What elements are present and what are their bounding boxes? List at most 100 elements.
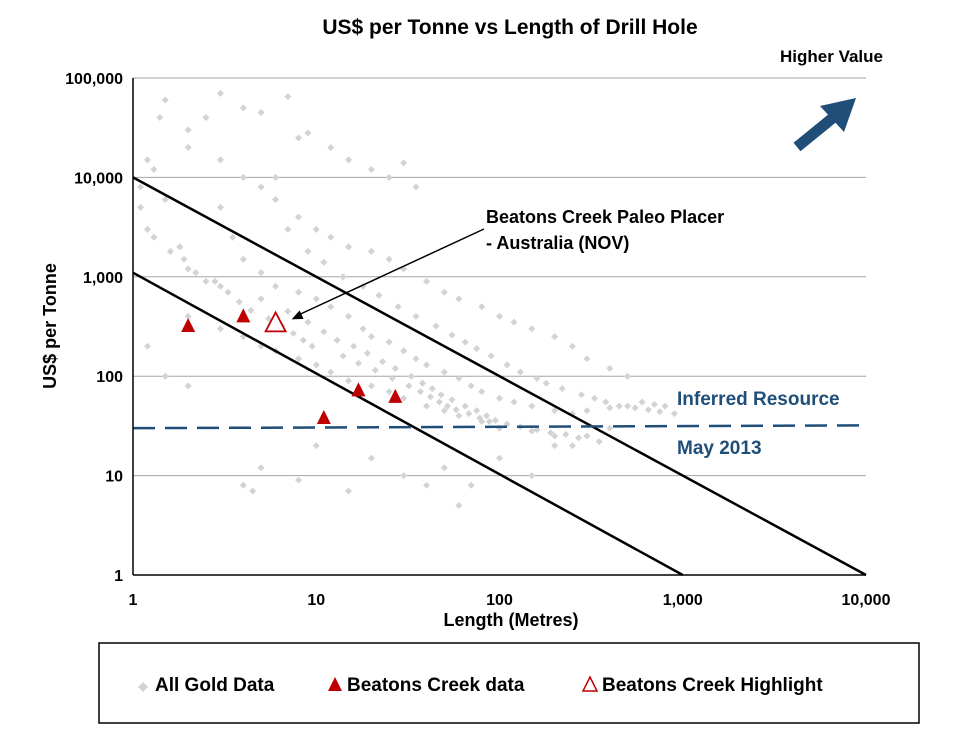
y-tick-label: 10,000	[74, 170, 123, 187]
diagonal-value-line	[132, 271, 684, 577]
gold-data-point	[320, 258, 328, 266]
gold-data-point	[437, 391, 445, 399]
gold-data-point	[638, 398, 646, 406]
gold-data-point	[448, 396, 456, 404]
gold-data-point	[216, 203, 224, 211]
gold-data-point	[327, 368, 335, 376]
gold-data-point	[483, 412, 491, 420]
gold-data-point	[624, 372, 632, 380]
gold-data-point	[516, 368, 524, 376]
gold-data-point	[345, 243, 353, 251]
gold-data-point	[312, 361, 320, 369]
callout-arrow-line	[297, 228, 485, 317]
gold-data-point	[551, 432, 559, 440]
gold-data-point	[485, 418, 493, 426]
gold-data-point	[661, 402, 669, 410]
gold-data-point	[418, 379, 426, 387]
gold-data-point	[606, 364, 614, 372]
gold-data-point	[455, 502, 463, 510]
gold-data-point	[257, 108, 265, 116]
gold-data-point	[385, 338, 393, 346]
beatons-creek-highlight-point	[264, 310, 288, 333]
gold-data-point	[299, 336, 307, 344]
legend-filled-triangle-icon	[328, 677, 342, 691]
gold-data-point	[289, 329, 297, 337]
gold-data-point	[491, 416, 499, 424]
gold-data-point	[448, 331, 456, 339]
gold-data-point	[184, 143, 192, 151]
gold-data-point	[239, 173, 247, 181]
gold-data-point	[284, 307, 292, 315]
gold-data-point	[312, 295, 320, 303]
gold-data-point	[670, 410, 678, 418]
gold-data-point	[615, 402, 623, 410]
gold-data-point	[533, 374, 541, 382]
gold-data-point	[510, 398, 518, 406]
gold-data-point	[478, 388, 486, 396]
gold-data-point	[412, 183, 420, 191]
gold-data-point	[294, 213, 302, 221]
x-axis-title: Length (Metres)	[444, 610, 579, 630]
gold-data-point	[367, 382, 375, 390]
gold-data-point	[423, 402, 431, 410]
gold-data-point	[320, 328, 328, 336]
gold-data-point	[379, 358, 387, 366]
gold-data-point	[202, 114, 210, 122]
gold-data-point	[528, 472, 536, 480]
gold-data-point	[595, 438, 603, 446]
x-tick-label: 10,000	[842, 592, 891, 609]
gold-data-point	[568, 342, 576, 350]
gold-data-point	[385, 173, 393, 181]
gold-data-point	[400, 347, 408, 355]
gold-data-point	[385, 255, 393, 263]
gold-data-point	[371, 366, 379, 374]
legend-diamond-icon	[138, 682, 148, 692]
gold-data-point	[440, 407, 448, 415]
gold-data-point	[345, 487, 353, 495]
gold-data-point	[312, 442, 320, 450]
gold-data-point	[547, 429, 555, 437]
gold-data-point	[656, 408, 664, 416]
gold-data-point	[496, 394, 503, 402]
gold-data-point	[440, 288, 448, 296]
gold-data-point	[367, 333, 375, 341]
gold-data-point	[400, 159, 408, 167]
gold-data-point	[239, 481, 247, 489]
gold-data-point	[602, 398, 610, 406]
beatons-creek-point	[316, 409, 331, 424]
gold-data-point	[591, 394, 599, 402]
callout-line-2: - Australia (NOV)	[486, 233, 629, 253]
gold-data-point	[327, 143, 335, 151]
gold-data-point	[184, 312, 192, 320]
gold-data-point	[257, 269, 265, 277]
gold-data-point	[294, 355, 302, 363]
gold-data-point	[391, 364, 399, 372]
gold-data-point	[224, 288, 232, 296]
gold-data-point	[216, 325, 224, 333]
gold-data-point	[161, 372, 169, 380]
gold-data-point	[412, 312, 420, 320]
gold-data-point	[461, 338, 469, 346]
gold-data-point	[144, 156, 152, 164]
gold-data-point	[487, 352, 495, 360]
gold-data-point	[211, 277, 219, 285]
y-tick-label: 10	[105, 469, 123, 486]
gold-data-point	[247, 306, 255, 314]
gold-data-point	[304, 247, 312, 255]
gold-data-point	[284, 93, 292, 101]
beatons-creek-point	[236, 308, 251, 323]
gold-data-point	[272, 282, 280, 290]
gold-data-point	[528, 427, 536, 435]
gold-data-point	[551, 442, 559, 450]
gold-data-point	[432, 322, 440, 330]
gold-data-point	[304, 129, 312, 137]
gold-data-point	[350, 342, 358, 350]
gold-data-point	[216, 156, 224, 164]
gold-data-point	[575, 434, 583, 442]
beatons-creek-points	[181, 308, 403, 424]
gold-data-point	[423, 481, 431, 489]
gold-data-point	[202, 277, 210, 285]
legend-item-all-gold: All Gold Data	[138, 675, 275, 696]
